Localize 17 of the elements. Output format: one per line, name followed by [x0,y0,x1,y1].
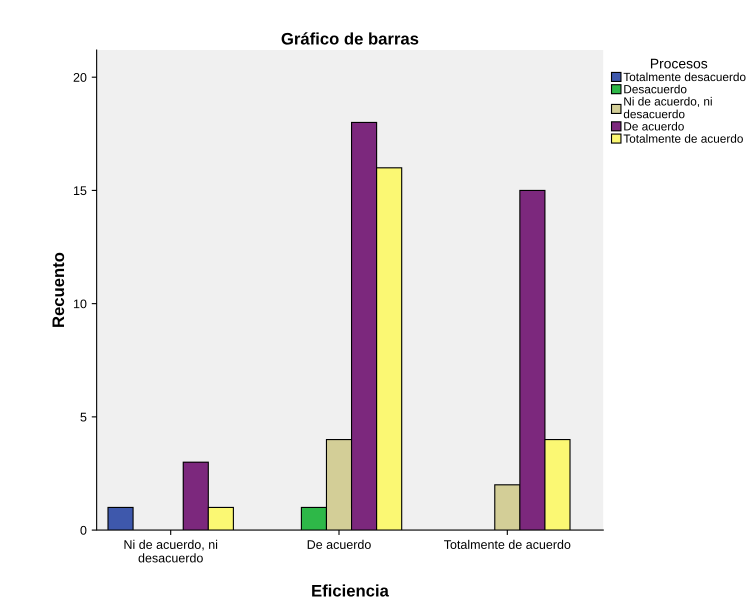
legend-label: Totalmente de acuerdo [624,134,743,143]
y-tick-label: 5 [80,412,86,422]
legend-label: Ni de acuerdo, ni desacuerdo [624,96,712,118]
y-tick-label: 20 [74,72,86,82]
x-tick-label: De acuerdo [308,540,371,549]
legend-label: Desacuerdo [624,84,686,94]
y-tick-label: 15 [74,186,86,196]
legend-label: Totalmente desacuerdo [624,72,746,82]
x-tick-label: Ni de acuerdo, ni desacuerdo [124,540,218,562]
chart-title: Gráfico de barras [282,32,418,45]
legend-title: Procesos [650,58,708,68]
y-tick-label: 0 [80,526,86,535]
x-axis-title: Eficiencia [312,584,389,597]
y-tick-label: 10 [74,299,86,308]
x-tick-label: Totalmente de acuerdo [444,540,570,549]
y-axis-title: Recuento [52,252,64,327]
legend-label: De acuerdo [624,122,684,131]
